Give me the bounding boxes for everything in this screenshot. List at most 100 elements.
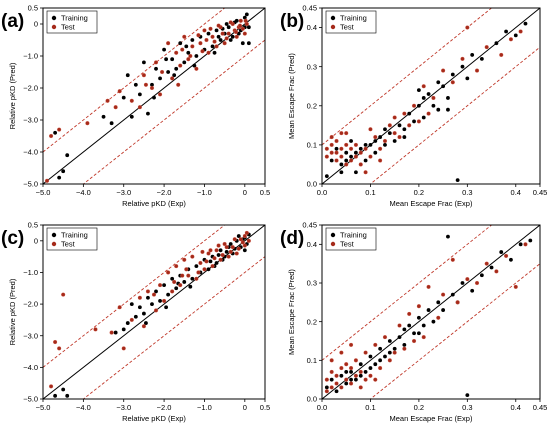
x-axis-title: Relative pKD (Exp)	[122, 414, 186, 423]
test-point	[226, 31, 231, 36]
legend-box	[46, 227, 98, 251]
training-point	[450, 292, 455, 297]
test-point	[358, 385, 363, 390]
test-point	[450, 80, 455, 85]
training-point	[426, 308, 431, 312]
test-point	[170, 76, 175, 81]
x-tick-label: −4.0	[76, 188, 91, 197]
x-tick-label: 0.3	[462, 188, 472, 197]
test-point	[416, 304, 421, 309]
test-point	[172, 279, 177, 284]
training-point	[190, 276, 195, 281]
x-tick-label: −3.0	[116, 403, 131, 412]
training-point	[329, 158, 334, 163]
x-tick-label: 0.4	[511, 188, 521, 197]
test-point	[141, 324, 146, 329]
plot-content	[322, 225, 540, 399]
plot-frame	[42, 224, 266, 400]
test-point	[188, 53, 193, 59]
y-tick-label: 0.1	[307, 140, 317, 149]
training-point	[455, 178, 460, 182]
test-point	[411, 338, 417, 344]
test-point	[238, 237, 243, 242]
test-point	[198, 41, 203, 46]
x-tick-label: 0.2	[414, 403, 424, 412]
training-point	[324, 174, 329, 179]
training-point	[504, 29, 508, 34]
test-point	[182, 257, 187, 262]
training-point	[146, 111, 150, 116]
test-point	[224, 36, 229, 41]
test-point	[180, 47, 185, 52]
legend-marker-test	[330, 241, 336, 247]
training-point	[212, 50, 217, 55]
plot-frame	[321, 7, 541, 185]
training-point	[339, 170, 344, 175]
test-point	[441, 68, 446, 73]
training-point	[436, 107, 441, 112]
test-point	[216, 243, 221, 248]
training-point	[339, 373, 344, 378]
training-point	[383, 142, 387, 147]
training-point	[518, 242, 523, 247]
test-point	[176, 82, 181, 87]
training-point	[334, 389, 339, 394]
training-point	[465, 393, 470, 398]
training-point	[121, 95, 126, 100]
training-point	[431, 103, 436, 108]
x-tick-label: 0	[243, 403, 247, 412]
training-point	[194, 54, 199, 58]
training-point	[344, 381, 349, 386]
test-point	[353, 154, 358, 159]
test-point	[436, 315, 441, 320]
test-point	[190, 254, 195, 259]
training-point	[184, 44, 189, 49]
training-point	[494, 41, 499, 46]
training-point	[407, 111, 412, 116]
y-tick-label: 0	[34, 236, 38, 245]
y-tick-label: 0.4	[307, 23, 317, 32]
test-point	[196, 270, 201, 275]
test-point	[208, 248, 213, 253]
test-point	[349, 342, 354, 347]
legend-label-training: Training	[61, 14, 88, 23]
test-point	[158, 92, 163, 97]
test-point	[382, 138, 388, 144]
training-point	[523, 21, 528, 26]
training-point	[101, 114, 106, 119]
plot-frame	[42, 7, 266, 185]
training-point	[446, 107, 450, 112]
test-point	[160, 69, 165, 75]
training-point	[339, 162, 344, 167]
training-point	[65, 153, 70, 158]
training-point	[129, 302, 134, 306]
training-point	[146, 295, 150, 300]
training-point	[363, 158, 368, 163]
test-point	[329, 150, 334, 155]
training-point	[465, 76, 470, 81]
test-point	[204, 37, 209, 43]
test-point	[402, 346, 407, 351]
test-point	[210, 264, 215, 269]
test-point	[162, 298, 167, 303]
x-tick-label: 0	[243, 188, 247, 197]
test-point	[329, 385, 334, 390]
test-point	[153, 60, 159, 65]
training-point	[246, 25, 251, 30]
x-axis-title: Mean Escape Frac (Exp)	[390, 199, 473, 208]
training-point	[407, 323, 412, 328]
y-axis-title: Mean Escape Frac (Pred)	[287, 53, 296, 139]
training-point	[412, 119, 416, 124]
test-point	[190, 44, 195, 49]
test-point	[129, 317, 134, 322]
training-point	[236, 234, 241, 238]
training-point	[383, 127, 387, 132]
training-point	[460, 64, 465, 69]
test-point	[329, 142, 334, 147]
training-point	[528, 238, 533, 243]
test-point	[57, 127, 62, 132]
training-point	[109, 121, 114, 126]
test-point	[484, 261, 489, 266]
x-tick-label: 0.1	[365, 188, 375, 197]
test-point	[344, 131, 349, 136]
